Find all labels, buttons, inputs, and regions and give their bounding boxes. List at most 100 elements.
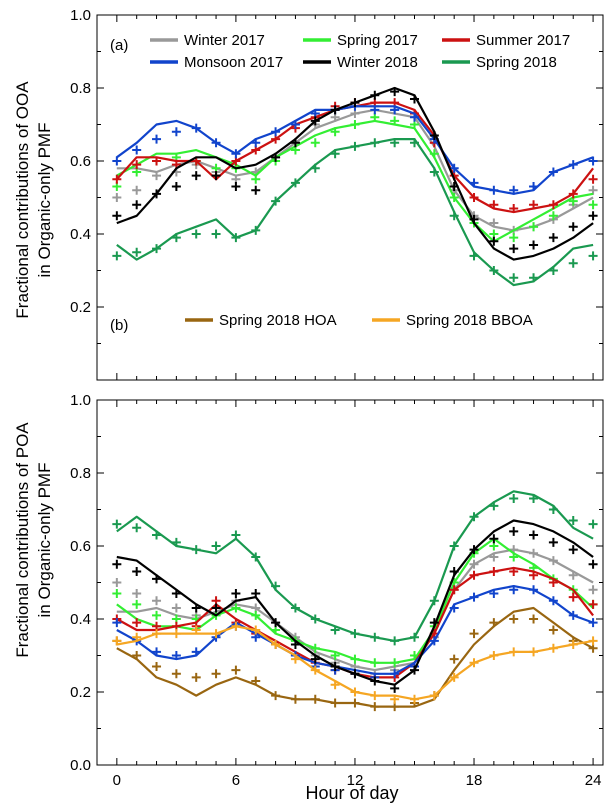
data-point-marker xyxy=(350,669,360,679)
data-point-marker xyxy=(489,266,499,275)
data-point-marker xyxy=(429,130,439,140)
panel-a-series-1 xyxy=(112,112,598,243)
data-point-marker xyxy=(588,585,598,595)
data-point-marker xyxy=(330,661,340,671)
legend-label: Winter 2017 xyxy=(184,32,265,49)
data-point-marker xyxy=(211,171,221,181)
data-point-marker xyxy=(290,138,300,148)
data-point-marker xyxy=(429,636,439,646)
data-point-marker xyxy=(231,149,241,159)
data-point-marker xyxy=(449,541,459,551)
data-point-marker xyxy=(588,636,598,646)
data-point-marker xyxy=(370,105,380,115)
data-point-marker xyxy=(449,567,459,577)
data-point-marker xyxy=(191,171,201,181)
data-point-marker xyxy=(171,127,181,137)
data-point-marker xyxy=(112,578,122,587)
data-point-marker xyxy=(251,185,261,195)
panel-b-xtick-label: 6 xyxy=(232,772,240,789)
data-point-marker xyxy=(588,200,598,210)
data-point-marker xyxy=(171,233,181,243)
data-point-marker xyxy=(271,196,281,206)
data-point-marker xyxy=(449,654,459,664)
data-point-marker xyxy=(112,174,122,184)
data-point-marker xyxy=(152,171,162,181)
data-point-marker xyxy=(390,669,400,679)
data-point-marker xyxy=(251,610,261,620)
data-point-marker xyxy=(231,530,241,540)
panel-b-ytick-label: 0.2 xyxy=(70,684,91,701)
data-point-marker xyxy=(509,185,519,195)
data-point-marker xyxy=(588,185,598,195)
panel-a-ytick-label: 0.2 xyxy=(70,299,91,316)
panel-b: Fractional contributions of POA in Organ… xyxy=(13,312,604,789)
data-point-marker xyxy=(409,694,419,704)
data-point-marker xyxy=(489,200,499,210)
data-point-marker xyxy=(271,127,281,137)
panel-b-label: (b) xyxy=(110,317,128,334)
data-point-marker xyxy=(509,614,519,624)
data-point-marker xyxy=(112,636,122,646)
data-point-marker xyxy=(171,669,181,679)
data-point-marker xyxy=(152,596,162,606)
panel-b-ytick-label: 1.0 xyxy=(70,392,91,409)
data-point-marker xyxy=(370,658,380,668)
data-point-marker xyxy=(529,240,539,250)
data-point-marker xyxy=(509,203,519,213)
panel-a-ytick-label: 1.0 xyxy=(70,7,91,24)
data-point-marker xyxy=(548,556,558,566)
panel-b-xtick-label: 0 xyxy=(113,772,121,789)
legend-item: Spring 2017 xyxy=(303,32,418,49)
panel-a-ytick-label: 0.4 xyxy=(70,226,91,243)
data-point-marker xyxy=(390,683,400,693)
panel-a-label: (a) xyxy=(110,37,128,54)
data-point-marker xyxy=(548,167,558,177)
data-point-marker xyxy=(409,651,419,660)
data-point-marker xyxy=(191,647,201,657)
data-point-marker xyxy=(310,138,320,148)
data-point-marker xyxy=(330,625,340,635)
data-point-marker xyxy=(449,182,459,192)
data-point-marker xyxy=(132,200,142,210)
data-point-marker xyxy=(529,614,539,624)
data-point-marker xyxy=(469,178,479,188)
data-point-marker xyxy=(370,90,380,100)
data-point-marker xyxy=(290,120,300,129)
panel-b-xtick-label: 12 xyxy=(347,772,364,789)
data-point-marker xyxy=(132,247,142,257)
data-point-marker xyxy=(588,599,598,609)
data-point-marker xyxy=(568,610,578,620)
data-point-marker xyxy=(409,94,419,104)
panel-a-series-5 xyxy=(112,138,598,287)
data-point-marker xyxy=(489,236,499,246)
data-point-marker xyxy=(489,185,499,195)
data-point-marker xyxy=(588,156,598,166)
data-point-marker xyxy=(489,651,499,660)
data-point-marker xyxy=(191,672,201,682)
data-point-marker xyxy=(132,567,142,577)
data-point-marker xyxy=(290,654,300,664)
data-point-marker xyxy=(409,112,419,122)
data-point-marker xyxy=(310,643,320,653)
panel-b-ytick-label: 0.8 xyxy=(70,465,91,482)
data-point-marker xyxy=(251,552,261,562)
data-point-marker xyxy=(548,211,558,221)
data-point-marker xyxy=(350,698,360,708)
data-point-marker xyxy=(310,694,320,704)
data-point-marker xyxy=(231,182,241,192)
data-point-marker xyxy=(509,647,519,657)
data-point-marker xyxy=(112,251,122,261)
data-point-marker xyxy=(548,505,558,514)
data-point-marker xyxy=(330,149,340,159)
legend-item: Monsoon 2017 xyxy=(150,54,283,71)
series-line xyxy=(116,119,594,243)
data-point-marker xyxy=(152,629,162,639)
data-point-marker xyxy=(409,632,419,642)
data-point-marker xyxy=(449,211,459,221)
legend-item: Spring 2018 HOA xyxy=(185,312,337,329)
data-point-marker xyxy=(449,603,459,613)
data-point-marker xyxy=(548,537,558,547)
data-point-marker xyxy=(271,618,281,628)
data-point-marker xyxy=(330,651,340,660)
data-point-marker xyxy=(529,548,539,558)
